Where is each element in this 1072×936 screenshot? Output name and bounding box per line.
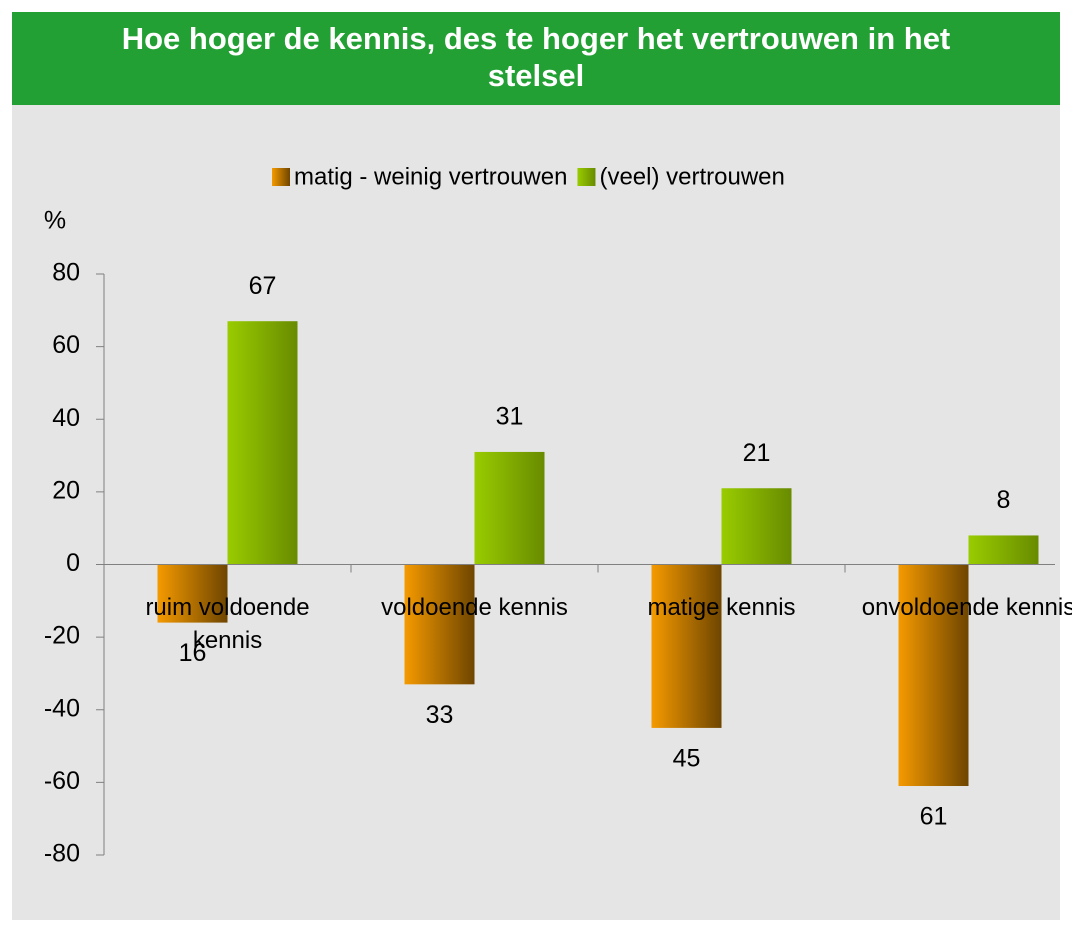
bar xyxy=(721,488,792,565)
data-label: 67 xyxy=(249,272,277,300)
bar xyxy=(404,564,475,685)
data-label: 8 xyxy=(997,486,1011,514)
y-tick-label: 20 xyxy=(52,476,80,504)
bar xyxy=(898,564,969,787)
bar xyxy=(227,321,298,565)
y-tick-label: 0 xyxy=(66,549,80,577)
y-tick-label: -80 xyxy=(44,840,80,868)
data-label: 31 xyxy=(496,403,524,431)
x-tick-label: matige kennis xyxy=(647,593,796,621)
y-tick-label: -40 xyxy=(44,694,80,722)
y-axis-label: % xyxy=(44,207,66,235)
legend-swatch xyxy=(577,168,596,186)
x-tick-label: onvoldoende kennis xyxy=(861,593,1072,621)
x-tick-label: voldoende kennis xyxy=(381,593,568,621)
y-tick-label: -60 xyxy=(44,767,80,795)
y-tick-label: -20 xyxy=(44,622,80,650)
legend-label: matig - weinig vertrouwen xyxy=(294,163,567,190)
data-label: 33 xyxy=(426,701,454,729)
bar xyxy=(651,564,722,728)
legend-swatch xyxy=(272,168,290,186)
x-tick-label: ruim voldoende kennis xyxy=(145,593,310,654)
bar xyxy=(474,451,545,565)
data-label: 16 xyxy=(179,639,207,667)
legend-label: (veel) vertrouwen xyxy=(599,163,784,190)
legend: matig - weinig vertrouwen (veel) vertrouw… xyxy=(272,163,785,190)
title-band xyxy=(12,12,1060,105)
y-tick-label: 40 xyxy=(52,404,80,432)
y-tick-label: 60 xyxy=(52,331,80,359)
data-label: 61 xyxy=(920,803,948,831)
y-tick-label: 80 xyxy=(52,259,80,287)
data-label: 21 xyxy=(743,439,771,467)
bar xyxy=(157,564,228,623)
bar xyxy=(968,535,1039,565)
data-label: 45 xyxy=(673,745,701,773)
chart-title: Hoe hoger de kennis, des te hoger het ve… xyxy=(121,21,951,93)
